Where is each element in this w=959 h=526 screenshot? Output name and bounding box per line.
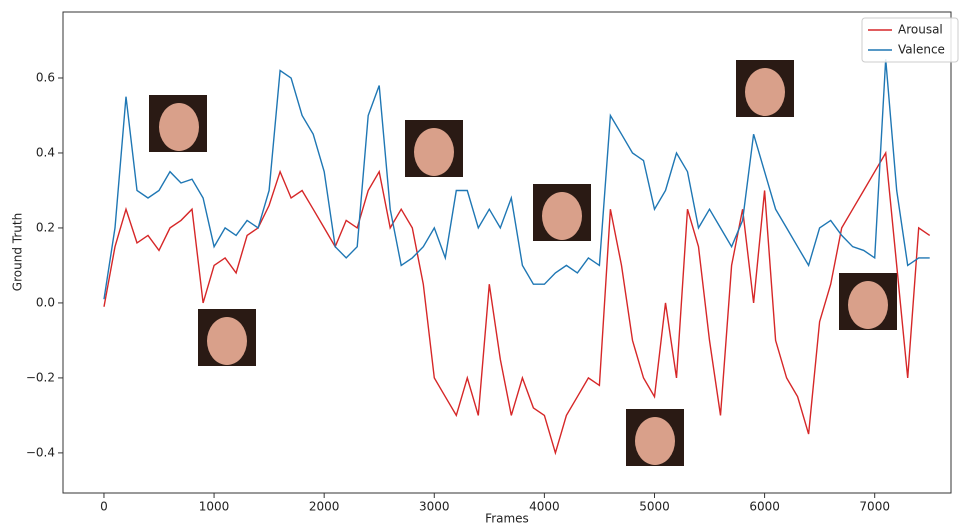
legend-label: Arousal bbox=[898, 23, 943, 37]
x-axis-label: Frames bbox=[485, 512, 529, 526]
y-tick-label: 0.4 bbox=[36, 145, 55, 159]
y-tick-label: −0.4 bbox=[26, 445, 55, 459]
face-images bbox=[149, 60, 897, 466]
y-tick-label: 0.6 bbox=[36, 70, 55, 84]
x-tick-label: 5000 bbox=[639, 500, 670, 514]
x-tick-label: 1000 bbox=[199, 500, 230, 514]
series-line bbox=[104, 153, 930, 453]
y-tick-label: 0.2 bbox=[36, 220, 55, 234]
legend-label: Valence bbox=[898, 43, 945, 57]
chart: Frames Ground Truth 0 1000 2000 3000 4000 500… bbox=[0, 0, 959, 526]
x-tick-label: 2000 bbox=[309, 500, 340, 514]
y-axis-label: Ground Truth bbox=[11, 213, 25, 291]
x-tick-label: 0 bbox=[100, 500, 108, 514]
y-tick-label: 0.0 bbox=[36, 295, 55, 309]
plot-frame bbox=[63, 12, 951, 493]
series-line bbox=[104, 59, 930, 299]
x-tick-label: 3000 bbox=[419, 500, 450, 514]
x-tick-label: 6000 bbox=[749, 500, 780, 514]
x-tick-label: 7000 bbox=[859, 500, 890, 514]
x-tick-label: 4000 bbox=[529, 500, 560, 514]
y-tick-label: −0.2 bbox=[26, 370, 55, 384]
